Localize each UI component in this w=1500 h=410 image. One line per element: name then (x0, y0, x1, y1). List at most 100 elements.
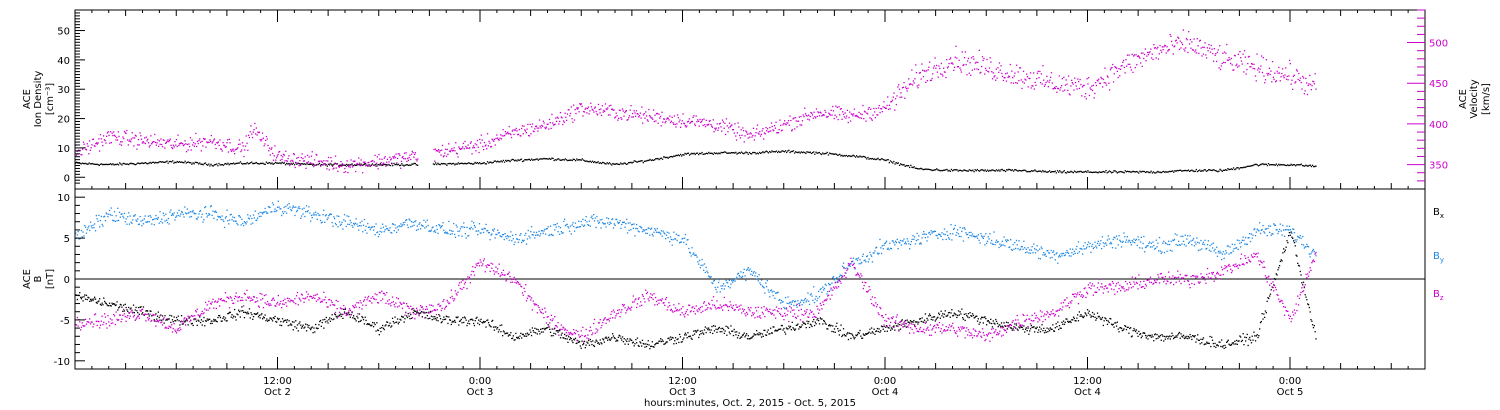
data-point (553, 124, 555, 126)
data-point (930, 169, 932, 171)
data-point (454, 236, 457, 238)
data-point (1303, 93, 1305, 95)
data-point (1084, 312, 1086, 314)
data-point (1256, 53, 1258, 55)
data-point (908, 78, 910, 80)
data-point (590, 102, 592, 104)
data-point (382, 163, 384, 165)
data-point (433, 318, 435, 320)
data-point (404, 164, 406, 166)
data-point (559, 233, 561, 235)
data-point (1213, 345, 1215, 348)
data-point (286, 162, 288, 165)
data-point (852, 336, 855, 338)
data-point (791, 130, 793, 132)
data-point (394, 224, 396, 226)
data-point (673, 343, 675, 345)
data-point (254, 122, 256, 125)
data-point (1122, 329, 1124, 331)
data-point (813, 324, 816, 327)
data-point (582, 218, 584, 220)
data-point (505, 235, 507, 238)
data-point (960, 69, 962, 71)
data-point (414, 152, 416, 154)
data-point (1053, 88, 1055, 90)
data-point (226, 142, 228, 144)
data-point (453, 321, 455, 323)
data-point (588, 344, 591, 346)
data-point (1308, 306, 1310, 309)
data-point (540, 328, 542, 330)
data-point (866, 333, 869, 335)
data-point (751, 136, 753, 138)
data-point (77, 231, 79, 233)
data-point (767, 131, 769, 133)
data-point (1305, 164, 1307, 166)
data-point (129, 215, 131, 217)
data-point (808, 114, 810, 116)
data-point (519, 234, 521, 236)
data-point (882, 106, 884, 108)
data-point (1099, 82, 1101, 85)
data-point (1311, 164, 1314, 166)
data-point (89, 221, 92, 223)
data-point (735, 135, 737, 137)
data-point (396, 318, 399, 320)
data-point (859, 155, 861, 157)
data-point (713, 330, 716, 332)
data-point (219, 215, 221, 218)
data-point (666, 156, 668, 158)
data-point (926, 80, 928, 82)
data-point (1215, 346, 1217, 348)
data-point (411, 308, 414, 310)
data-point (403, 152, 406, 154)
data-point (814, 116, 816, 118)
data-point (973, 58, 975, 60)
data-point (252, 318, 254, 320)
data-point (267, 320, 269, 322)
data-point (206, 142, 209, 144)
data-point (359, 320, 361, 322)
data-point (434, 317, 437, 320)
data-point (492, 326, 495, 328)
data-point (567, 159, 569, 162)
data-point (568, 159, 570, 161)
data-point (1101, 78, 1103, 80)
data-point (345, 225, 347, 228)
data-point (467, 144, 469, 146)
data-point (1060, 171, 1062, 173)
data-point (941, 73, 943, 76)
data-point (1266, 300, 1268, 302)
data-point (398, 225, 400, 227)
data-point (1077, 320, 1080, 322)
data-point (542, 125, 544, 127)
data-point (1009, 63, 1011, 66)
data-point (1273, 164, 1275, 166)
data-point (656, 112, 659, 115)
data-point (110, 207, 112, 209)
data-point (167, 318, 169, 320)
data-point (742, 127, 744, 129)
top-panel-frame (74, 9, 1426, 190)
data-point (1014, 169, 1016, 171)
data-point (1292, 88, 1294, 90)
data-point (1002, 79, 1004, 82)
data-point (710, 152, 712, 154)
data-point (554, 123, 556, 125)
data-point (253, 129, 255, 131)
data-point (319, 164, 322, 166)
data-point (497, 232, 500, 234)
data-point (430, 310, 432, 313)
data-point (586, 107, 589, 110)
data-point (922, 69, 924, 71)
data-point (898, 88, 901, 90)
data-point (759, 131, 761, 133)
data-point (1194, 51, 1196, 53)
data-point (493, 228, 495, 230)
data-point (717, 153, 719, 155)
data-point (557, 117, 559, 119)
data-point (504, 131, 506, 133)
data-point (1253, 63, 1255, 65)
data-point (420, 312, 422, 314)
data-point (647, 159, 649, 162)
